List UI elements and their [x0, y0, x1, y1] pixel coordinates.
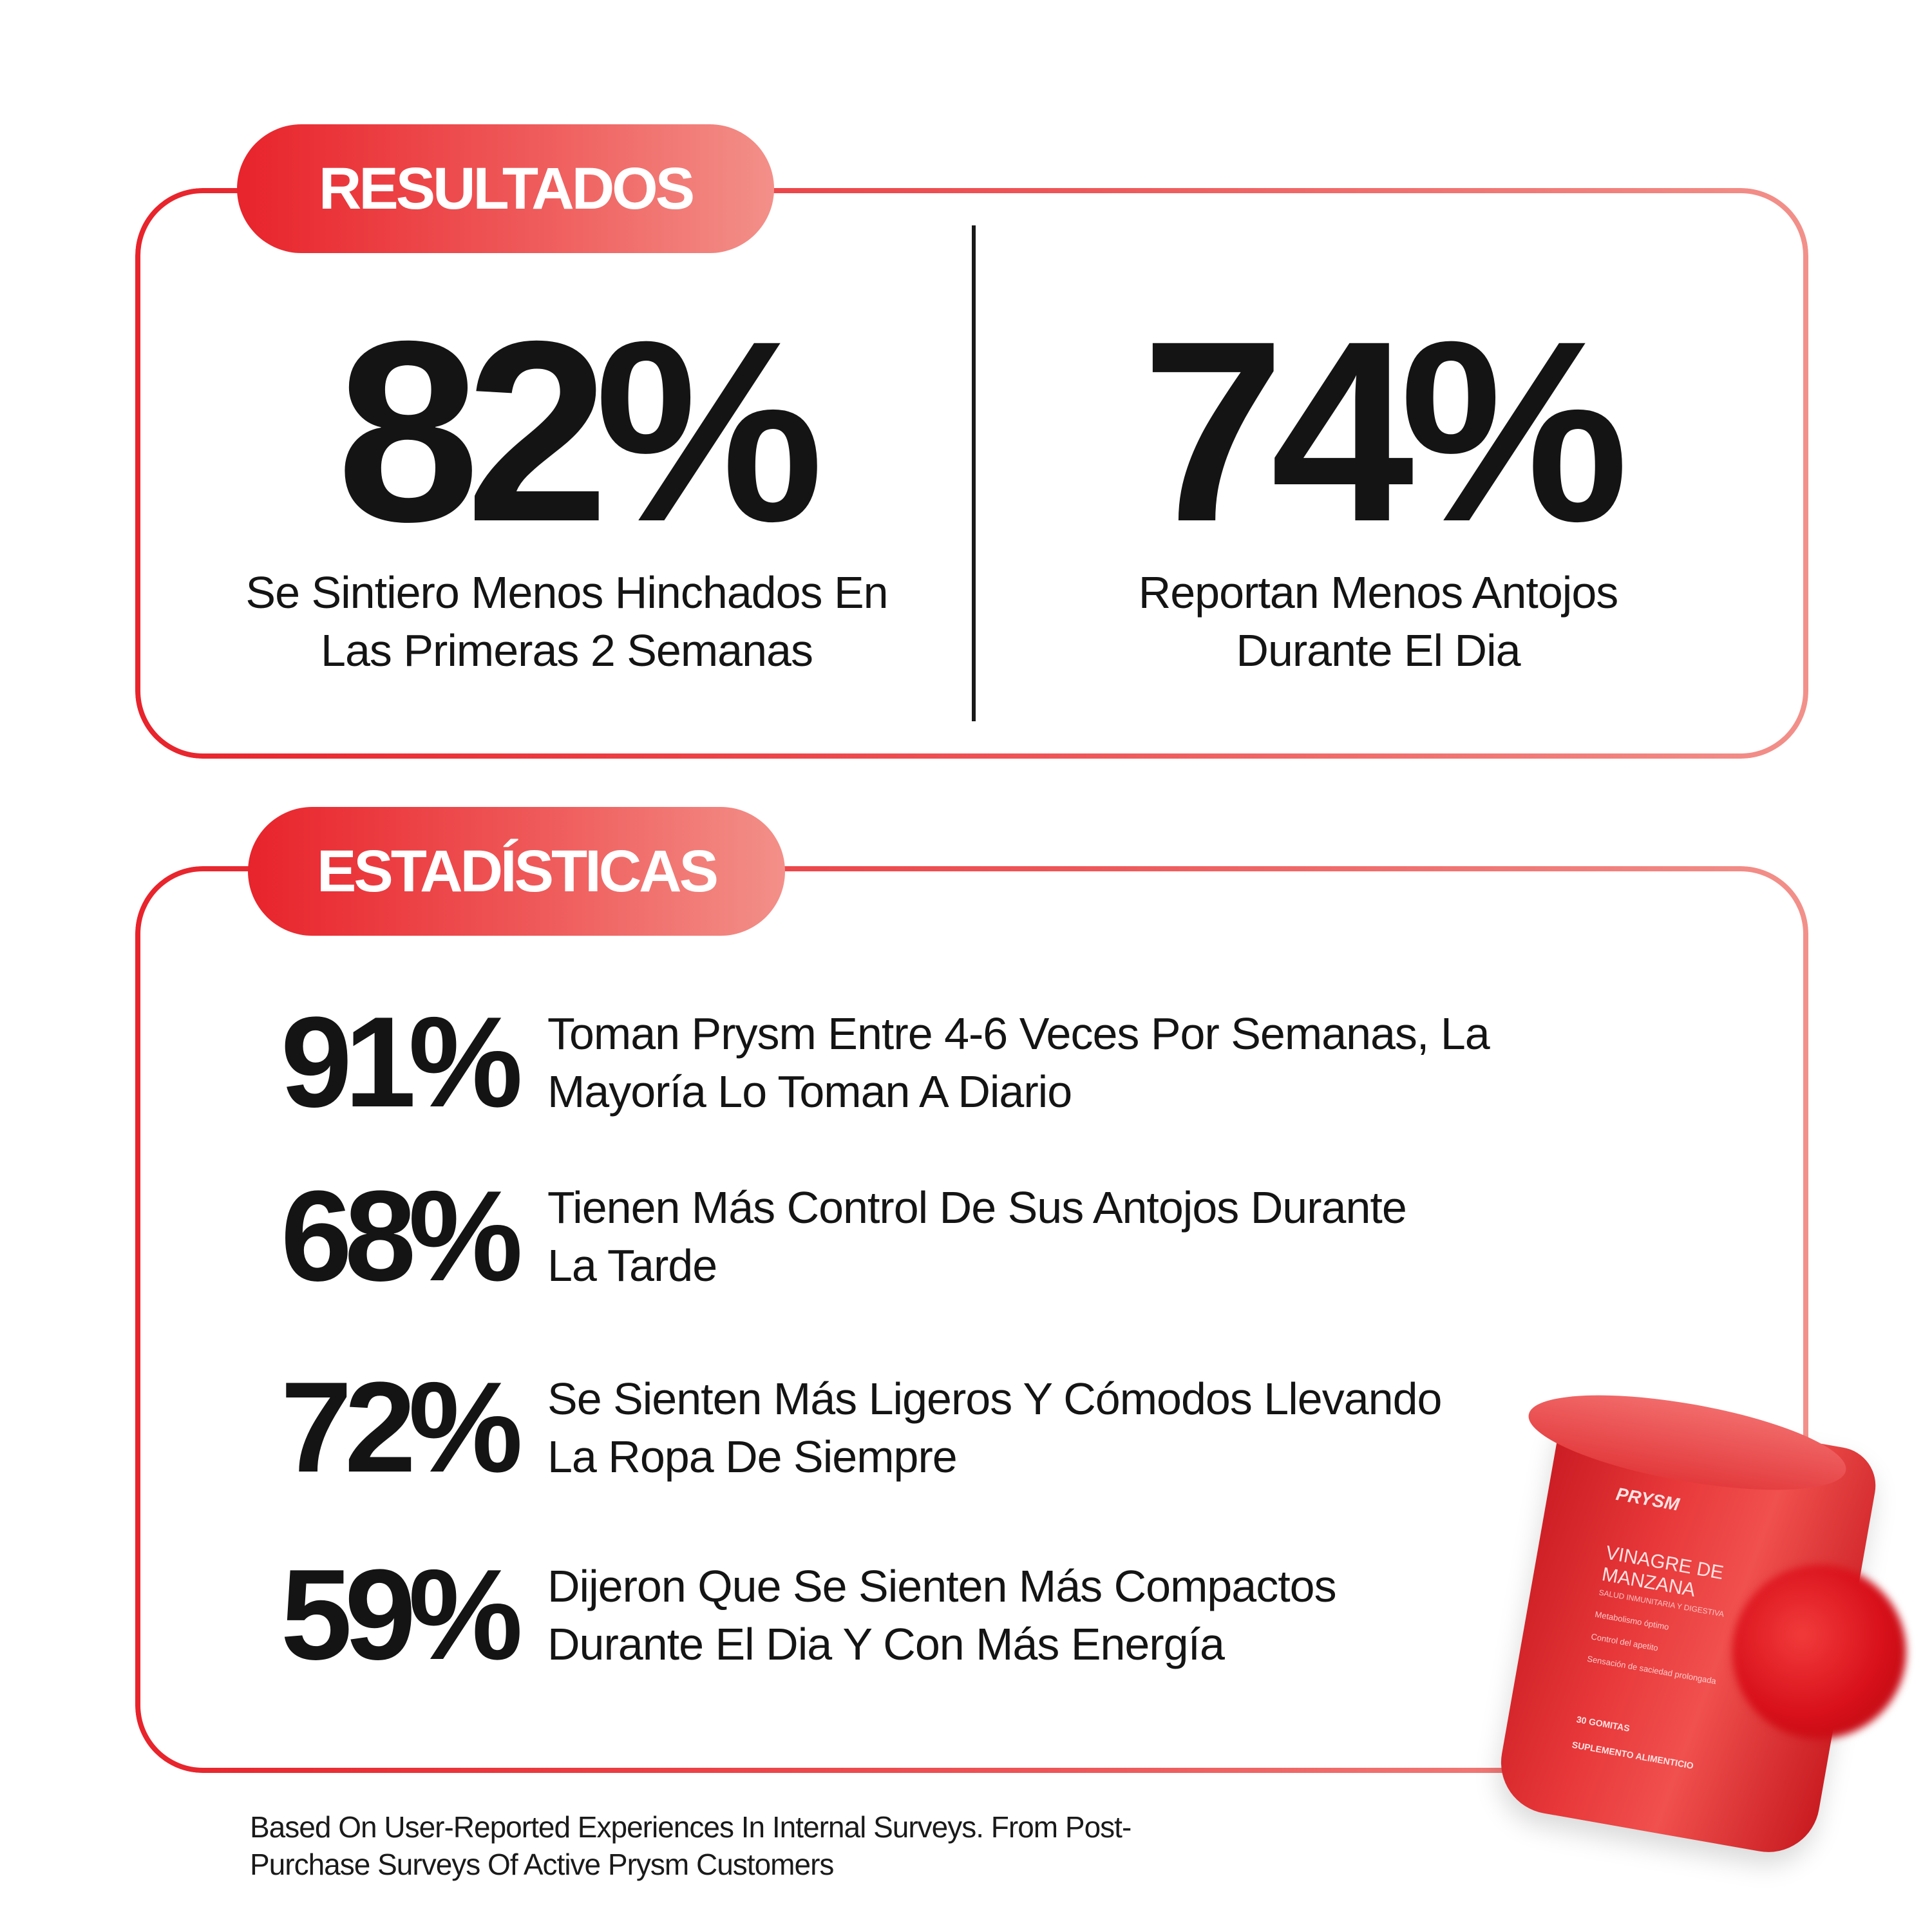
resultados-right-caption: Reportan Menos Antojos Durante El Dia [1018, 564, 1739, 679]
stat-description: Dijeron Que Se Sienten Más Compactos Dur… [547, 1557, 1578, 1673]
stat-line: Dijeron Que Se Sienten Más Compactos [547, 1561, 1337, 1611]
caption-line: Reportan Menos Antojos [1138, 567, 1619, 618]
results-divider [972, 225, 976, 721]
resultados-right-value: 74% [1141, 287, 1629, 575]
stat-line: La Tarde [547, 1240, 717, 1291]
stat-line: La Ropa De Siempre [547, 1432, 958, 1482]
stat-line: Tienen Más Control De Sus Antojos Durant… [547, 1182, 1407, 1233]
stat-row: 68% Tienen Más Control De Sus Antojos Du… [258, 1164, 1674, 1308]
stat-row: 59% Dijeron Que Se Sienten Más Compactos… [258, 1543, 1674, 1687]
stat-row: 91% Toman Prysm Entre 4-6 Veces Por Sema… [258, 990, 1674, 1134]
stat-description: Se Sienten Más Ligeros Y Cómodos Llevand… [547, 1370, 1578, 1486]
stat-line: Se Sienten Más Ligeros Y Cómodos Llevand… [547, 1374, 1442, 1424]
resultados-left-caption: Se Sintiero Menos Hinchados En Las Prime… [167, 564, 966, 679]
stat-value: 68% [280, 1164, 523, 1308]
estadisticas-heading-text: ESTADÍSTICAS [317, 838, 719, 904]
stat-description: Toman Prysm Entre 4-6 Veces Por Semanas,… [547, 1005, 1578, 1121]
stat-line: Durante El Dia Y Con Más Energía [547, 1619, 1225, 1669]
resultados-heading: RESULTADOS [237, 124, 774, 253]
stat-value: 59% [280, 1543, 523, 1687]
caption-line: Se Sintiero Menos Hinchados En [245, 567, 888, 618]
stat-value: 91% [280, 990, 523, 1134]
stat-line: Toman Prysm Entre 4-6 Veces Por Semanas,… [547, 1009, 1490, 1059]
caption-line: Durante El Dia [1236, 625, 1520, 676]
stat-description: Tienen Más Control De Sus Antojos Durant… [547, 1179, 1578, 1294]
stat-line: Mayoría Lo Toman A Diario [547, 1066, 1072, 1117]
stat-row: 72% Se Sienten Más Ligeros Y Cómodos Lle… [258, 1356, 1674, 1499]
caption-line: Las Primeras 2 Semanas [321, 625, 813, 676]
stat-value: 72% [280, 1356, 523, 1499]
footnote: Based On User-Reported Experiences In In… [250, 1808, 1345, 1883]
resultados-heading-text: RESULTADOS [318, 155, 695, 222]
estadisticas-heading: ESTADÍSTICAS [248, 807, 785, 936]
resultados-left-value: 82% [336, 287, 824, 575]
footnote-line: Based On User-Reported Experiences In In… [250, 1810, 1132, 1844]
footnote-line: Purchase Surveys Of Active Prysm Custome… [250, 1848, 834, 1881]
gummy-image [1732, 1565, 1906, 1739]
